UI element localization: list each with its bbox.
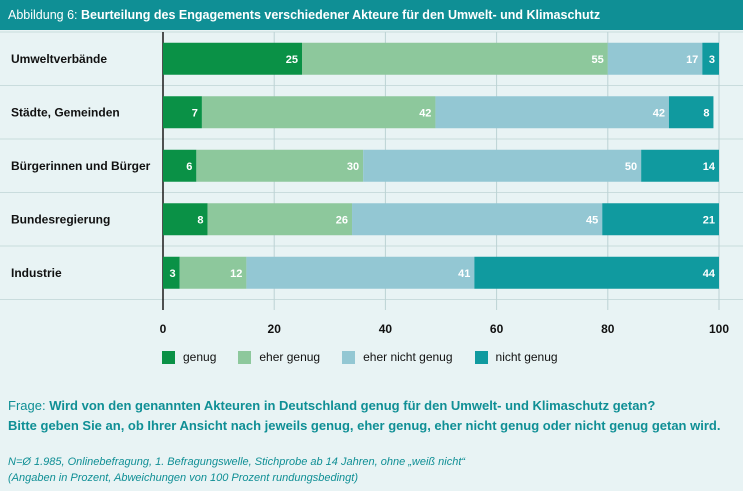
question-subtext: Bitte geben Sie an, ob Ihrer Ansicht nac… — [8, 418, 721, 433]
x-tick-label: 100 — [709, 322, 729, 336]
bar-segment — [474, 256, 719, 289]
value-label: 21 — [703, 214, 715, 226]
bar-segment — [702, 42, 719, 75]
value-label: 25 — [286, 54, 298, 66]
stacked-bar-chart: Umweltverbände 25 55 17 3 Städte, Gemeinden 7 4… — [0, 31, 743, 336]
category-label: Bürgerinnen und Bürger — [11, 159, 151, 173]
bar-segment — [246, 256, 475, 289]
legend-item: eher genug — [238, 350, 320, 364]
x-tick-label: 60 — [490, 322, 504, 336]
legend-label: nicht genug — [495, 350, 558, 364]
bar-segment — [363, 149, 642, 182]
value-label: 45 — [586, 214, 598, 226]
x-tick-label: 40 — [379, 322, 393, 336]
value-label: 17 — [686, 54, 698, 66]
legend-label: eher genug — [259, 350, 321, 364]
bar-segment — [163, 96, 202, 129]
legend-item: nicht genug — [474, 350, 558, 364]
value-label: 30 — [347, 161, 359, 173]
figure-title: Beurteilung des Engagements verschiedene… — [81, 8, 601, 22]
bar-segment — [435, 96, 669, 129]
value-label: 26 — [336, 214, 348, 226]
bar-segment — [602, 203, 719, 236]
footnote-units: (Angaben in Prozent, Abweichungen von 10… — [8, 472, 359, 484]
figure-label: Abbildung 6: — [8, 8, 78, 22]
bar-segment — [163, 149, 197, 182]
bar-segment — [201, 96, 436, 129]
bar-segment — [302, 42, 608, 75]
bar-segment — [641, 149, 719, 182]
legend-item: genug — [162, 350, 216, 364]
category-label: Industrie — [11, 266, 62, 280]
value-label: 44 — [703, 268, 716, 280]
legend-item: eher nicht genug — [342, 350, 453, 364]
value-label: 3 — [170, 268, 176, 280]
legend-swatch — [162, 350, 175, 364]
value-label: 14 — [703, 161, 716, 173]
category-label: Städte, Gemeinden — [11, 105, 120, 119]
legend-swatch — [238, 350, 252, 364]
footnote: N=Ø 1.985, Onlinebefragung, 1. Befragung… — [8, 454, 738, 486]
value-label: 50 — [625, 161, 637, 173]
bar-segment — [207, 203, 353, 236]
value-label: 55 — [592, 54, 604, 66]
value-label: 41 — [458, 268, 470, 280]
legend-swatch — [474, 350, 488, 364]
bar-segment — [607, 42, 703, 75]
value-label: 8 — [703, 107, 709, 119]
legend-label: eher nicht genug — [363, 350, 453, 364]
figure-header: Abbildung 6: Beurteilung des Engagements… — [0, 0, 743, 30]
category-label: Bundesregierung — [11, 212, 110, 226]
value-label: 42 — [653, 107, 665, 119]
legend-swatch — [342, 350, 356, 364]
bar-segment — [163, 256, 180, 289]
value-label: 3 — [709, 54, 715, 66]
value-label: 8 — [197, 214, 203, 226]
value-label: 6 — [186, 161, 192, 173]
x-tick-label: 20 — [268, 322, 282, 336]
x-tick-label: 0 — [160, 322, 167, 336]
bar-segment — [179, 256, 247, 289]
question-prefix: Frage: — [8, 398, 46, 413]
legend-label: genug — [183, 350, 217, 364]
value-label: 7 — [192, 107, 198, 119]
bar-segment — [196, 149, 364, 182]
chart-legend: genug eher genug eher nicht genug nicht gen… — [162, 348, 580, 366]
value-label: 12 — [230, 268, 242, 280]
bar-segment — [352, 203, 603, 236]
survey-question: Frage: Wird von den genannten Akteuren i… — [8, 396, 738, 436]
question-text: Wird von den genannten Akteuren in Deuts… — [49, 398, 656, 413]
bar-segment — [163, 42, 302, 75]
footnote-sample: N=Ø 1.985, Onlinebefragung, 1. Befragung… — [8, 456, 466, 468]
bar-segment — [668, 96, 714, 129]
value-label: 42 — [419, 107, 431, 119]
x-tick-label: 80 — [601, 322, 615, 336]
category-label: Umweltverbände — [11, 52, 107, 66]
bar-segment — [163, 203, 208, 236]
